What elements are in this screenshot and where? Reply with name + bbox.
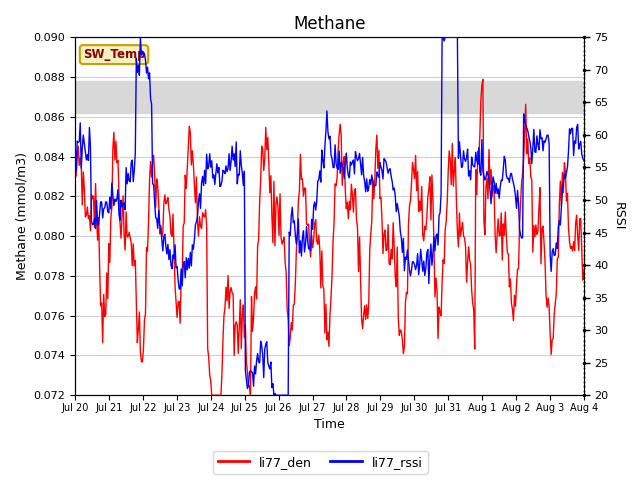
Y-axis label: Methane (mmol/m3): Methane (mmol/m3) [15, 152, 28, 280]
Text: SW_Temp: SW_Temp [83, 48, 145, 61]
X-axis label: Time: Time [314, 419, 345, 432]
Bar [75, 81, 584, 113]
Title: Methane: Methane [293, 15, 365, 33]
Legend: li77_den, li77_rssi: li77_den, li77_rssi [212, 451, 428, 474]
Y-axis label: RSSI: RSSI [612, 202, 625, 230]
